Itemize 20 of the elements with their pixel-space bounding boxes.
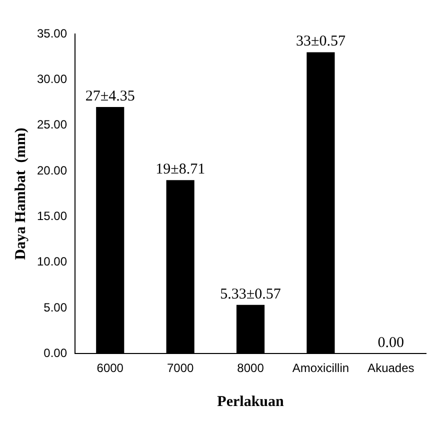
- x-tick-label: Akuades: [368, 361, 414, 376]
- y-tick-label: 0.00: [44, 346, 68, 360]
- y-tick-label: 5.00: [44, 300, 68, 314]
- x-tick-label: 8000: [237, 361, 264, 376]
- x-tick-label: Amoxicillin: [292, 361, 350, 376]
- x-tick-label: 6000: [96, 361, 124, 376]
- data-label: 19±8.71: [156, 162, 206, 178]
- y-tick-label: 35.00: [37, 26, 68, 40]
- y-tick-label: 30.00: [37, 72, 68, 86]
- x-axis-title: Perlakuan: [217, 394, 284, 410]
- y-tick-label: 15.00: [37, 208, 68, 223]
- data-label: 27±4.35: [85, 88, 135, 104]
- data-label: 0.00: [378, 335, 404, 352]
- y-tick-label: 20.00: [37, 163, 68, 178]
- y-tick-label: 25.00: [37, 118, 68, 132]
- data-label: 5.33±0.57: [220, 286, 282, 302]
- x-tick-label: 7000: [166, 361, 194, 376]
- y-axis-title: Daya Hambat (mm): [12, 128, 29, 260]
- y-tick-label: 10.00: [37, 254, 68, 269]
- data-label: 33±0.57: [296, 34, 346, 50]
